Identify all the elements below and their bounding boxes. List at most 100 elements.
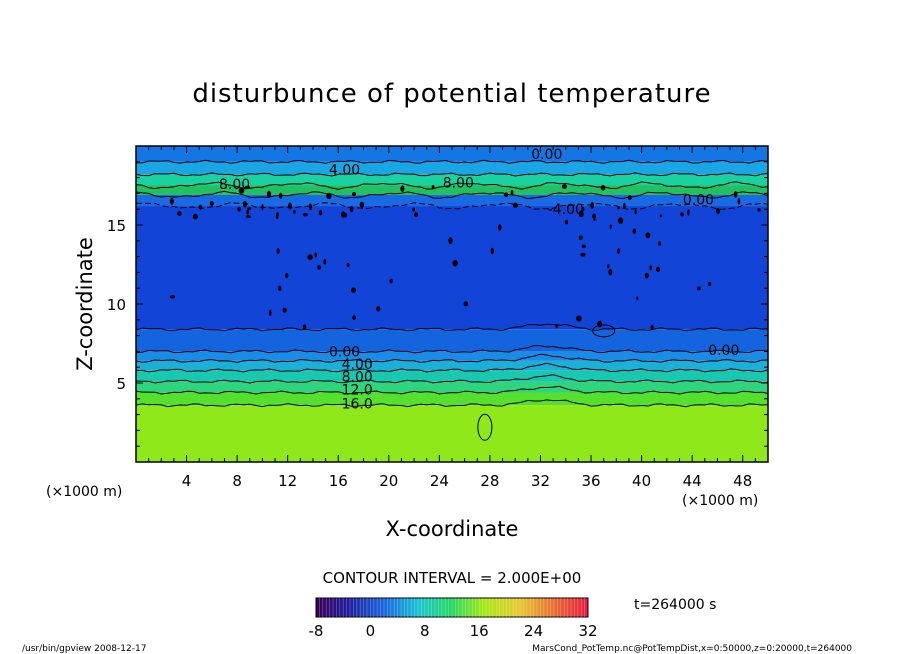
- y-tick-label: 10: [107, 296, 126, 314]
- speckle: [617, 217, 624, 224]
- colorbar-tick-label: 0: [366, 622, 376, 640]
- contour-closed: [477, 413, 493, 441]
- colorbar-tick-label: 24: [524, 622, 543, 640]
- speckle: [169, 295, 176, 299]
- speckle: [412, 207, 415, 212]
- speckle: [593, 217, 596, 222]
- speckle: [192, 213, 198, 220]
- speckle: [555, 323, 559, 329]
- speckle: [452, 259, 458, 267]
- speckle: [302, 324, 307, 330]
- speckle: [244, 185, 251, 190]
- speckle: [307, 254, 313, 261]
- speckle: [326, 192, 332, 200]
- speckle: [463, 301, 469, 307]
- x-tick-label: 32: [531, 472, 550, 490]
- speckle: [581, 244, 587, 249]
- speckle: [617, 248, 620, 255]
- speckle: [607, 264, 610, 269]
- speckle: [414, 212, 419, 217]
- speckle: [317, 265, 322, 270]
- colorbar-divisions: [319, 598, 585, 617]
- speckle: [245, 215, 251, 219]
- speckle: [318, 209, 323, 216]
- contour-interval-label: CONTOUR INTERVAL = 2.000E+00: [323, 569, 582, 587]
- speckle: [349, 205, 354, 213]
- speckle: [564, 219, 569, 225]
- speckle: [733, 191, 738, 198]
- speckle: [716, 208, 720, 215]
- speckle: [352, 315, 356, 320]
- contour-label: 0.00: [531, 147, 562, 163]
- speckle: [308, 203, 312, 210]
- contour-label: 4.00: [342, 357, 373, 373]
- contour-line: [136, 202, 768, 210]
- x-tick-label: 20: [379, 472, 398, 490]
- speckle: [636, 296, 639, 301]
- contour-line: [136, 353, 768, 363]
- speckle: [376, 306, 381, 312]
- speckle: [592, 213, 597, 219]
- speckle: [209, 201, 214, 206]
- speckle: [293, 210, 296, 214]
- speckle: [247, 207, 252, 210]
- x-tick-label: 16: [329, 472, 348, 490]
- color-band: [136, 174, 768, 186]
- colorbar-tick-label: 16: [470, 622, 489, 640]
- colorbar-tick-label: -8: [309, 622, 324, 640]
- x-tick-label: 12: [278, 472, 297, 490]
- speckle: [658, 241, 662, 246]
- colorbar-ticks: -8 0 8 16 24 32: [309, 622, 598, 640]
- speckle: [448, 237, 453, 245]
- speckle: [177, 211, 182, 216]
- speckle: [323, 258, 327, 265]
- speckle: [757, 208, 761, 212]
- speckle: [346, 262, 350, 268]
- time-label: t=264000 s: [634, 597, 716, 613]
- y-axis-ticks: 5 10 15: [107, 161, 768, 447]
- speckle: [609, 224, 612, 229]
- speckle: [576, 315, 582, 322]
- contour-label: 8.00: [342, 370, 373, 386]
- x-tick-label: 24: [430, 472, 449, 490]
- contour-label: 16.0: [342, 397, 373, 413]
- contour-label: 8.00: [219, 177, 250, 193]
- speckle: [277, 285, 282, 292]
- color-band: [136, 360, 768, 371]
- contour-label: 8.00: [443, 175, 474, 191]
- x-tick-label: 48: [733, 472, 752, 490]
- speckle: [497, 224, 502, 231]
- speckle: [656, 266, 661, 273]
- speckle: [490, 247, 494, 255]
- speckle: [512, 202, 519, 208]
- speckle: [400, 185, 405, 192]
- x-axis-ticks: 4 8 12 16 20 24 28 32 36 40 44 48: [148, 146, 756, 490]
- speckle: [276, 248, 280, 254]
- colorbar: [315, 597, 589, 618]
- speckle: [580, 252, 586, 257]
- speckle: [266, 190, 272, 198]
- colorbar-tick-label: 8: [420, 622, 430, 640]
- colorbar-tick-label: 32: [578, 622, 597, 640]
- contour-line: [136, 385, 768, 395]
- speckle: [687, 209, 690, 216]
- speckle: [431, 185, 435, 190]
- x-axis-label: X-coordinate: [386, 517, 519, 541]
- speckle: [503, 192, 509, 197]
- contour-labels: 0.004.008.00 8.00-4.000.000.00 0.004.008.0…: [219, 147, 739, 413]
- color-bands: [136, 146, 768, 462]
- speckle: [237, 206, 241, 212]
- chart-title: disturbunce of potential temperature: [192, 79, 711, 109]
- speckle: [608, 268, 613, 276]
- speckle: [352, 192, 357, 196]
- speckle: [590, 201, 595, 209]
- speckle: [597, 320, 603, 328]
- speckle: [632, 228, 637, 234]
- speckle: [659, 214, 663, 218]
- contour-line: [136, 362, 768, 373]
- speckle: [578, 210, 584, 218]
- x-tick-label: 44: [683, 472, 702, 490]
- x-unit-label-right: (×1000 m): [682, 493, 758, 509]
- x-tick-label: 4: [182, 472, 192, 490]
